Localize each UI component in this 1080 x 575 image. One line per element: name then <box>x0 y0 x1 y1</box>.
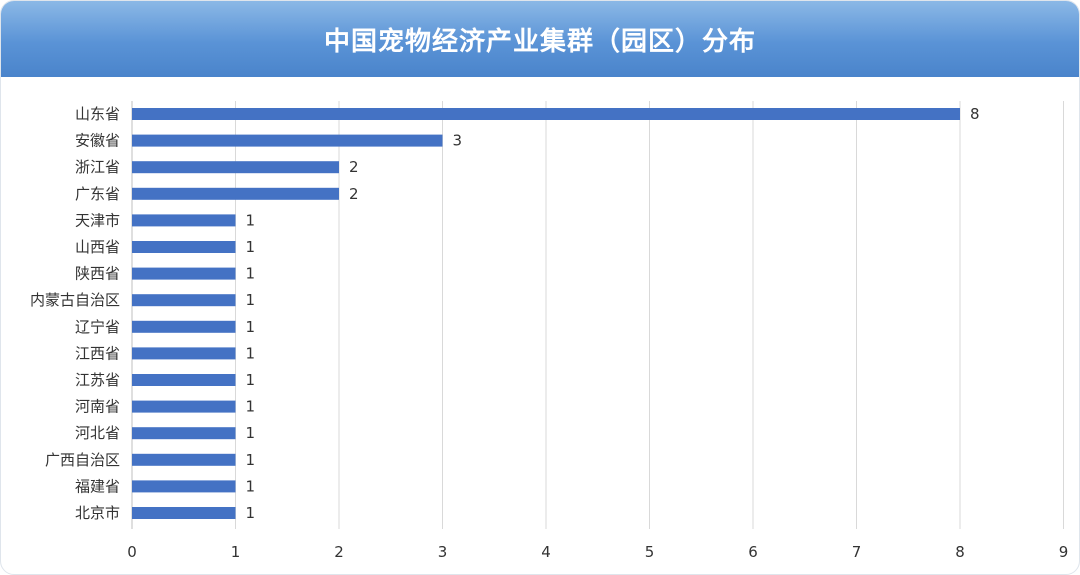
x-tick-label: 9 <box>1059 543 1069 561</box>
category-label: 广东省 <box>75 185 120 203</box>
value-label: 1 <box>246 504 256 522</box>
value-label: 1 <box>246 238 256 256</box>
x-tick-label: 6 <box>748 543 758 561</box>
value-label: 1 <box>246 291 256 309</box>
bar <box>132 134 443 147</box>
bar <box>132 453 236 466</box>
value-label: 1 <box>246 477 256 495</box>
bar <box>132 161 339 174</box>
bar <box>132 347 236 360</box>
category-label: 浙江省 <box>75 158 120 176</box>
value-label: 1 <box>246 451 256 469</box>
value-label: 1 <box>246 265 256 283</box>
value-label: 1 <box>246 211 256 229</box>
x-tick-label: 3 <box>438 543 448 561</box>
bar <box>132 374 236 386</box>
x-tick-label: 8 <box>955 543 965 561</box>
category-label: 安徽省 <box>75 132 120 150</box>
bar <box>132 507 236 519</box>
bar <box>132 187 339 200</box>
category-label: 陕西省 <box>75 265 120 283</box>
category-label: 河南省 <box>75 398 120 416</box>
category-label: 河北省 <box>75 424 120 442</box>
bar <box>132 427 236 440</box>
category-label: 江西省 <box>75 344 120 362</box>
value-label: 2 <box>349 158 359 176</box>
category-label: 辽宁省 <box>75 318 120 336</box>
category-label: 福建省 <box>75 477 120 495</box>
value-label: 1 <box>246 371 256 389</box>
bar <box>132 400 236 413</box>
bar <box>132 320 236 333</box>
category-label: 广西自治区 <box>45 451 120 469</box>
chart-header: 中国宠物经济产业集群（园区）分布 <box>1 1 1079 77</box>
x-tick-label: 4 <box>541 543 551 561</box>
x-tick-label: 7 <box>852 543 862 561</box>
category-label: 山西省 <box>75 238 120 256</box>
value-label: 3 <box>453 132 463 150</box>
value-label: 1 <box>246 344 256 362</box>
category-label: 江苏省 <box>75 371 120 389</box>
bar <box>132 108 960 120</box>
x-tick-label: 0 <box>127 543 137 561</box>
category-label: 内蒙古自治区 <box>30 291 120 309</box>
chart-title: 中国宠物经济产业集群（园区）分布 <box>323 26 756 57</box>
x-tick-label: 5 <box>645 543 655 561</box>
category-label: 北京市 <box>75 504 120 522</box>
bar <box>132 241 236 253</box>
x-tick-label: 2 <box>334 543 344 561</box>
bar <box>132 480 236 493</box>
value-label: 1 <box>246 424 256 442</box>
value-label: 8 <box>970 105 980 123</box>
bar <box>132 267 236 280</box>
bar <box>132 214 236 227</box>
x-tick-label: 1 <box>231 543 241 561</box>
value-label: 1 <box>246 398 256 416</box>
value-label: 2 <box>349 185 359 203</box>
value-label: 1 <box>246 318 256 336</box>
category-label: 天津市 <box>75 211 120 229</box>
category-label: 山东省 <box>75 105 120 123</box>
bar <box>132 294 236 307</box>
